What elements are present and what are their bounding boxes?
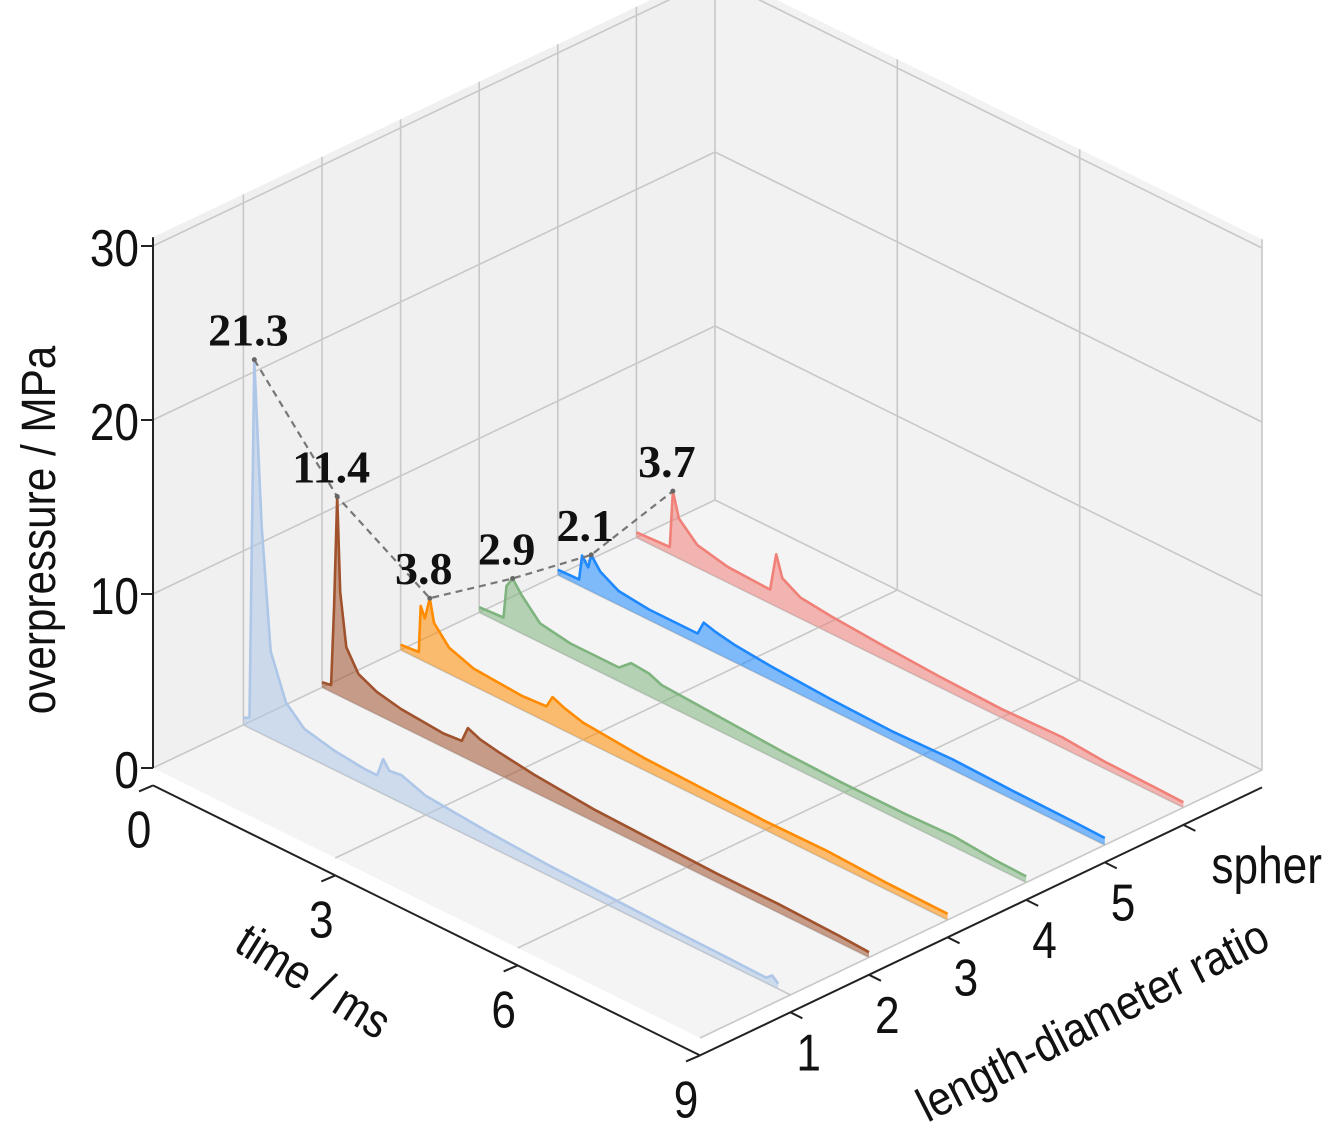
x-tick [320, 874, 336, 883]
back-left-pane [153, 0, 715, 768]
z-tick-label: 20 [90, 394, 139, 452]
x-axis-line [152, 784, 701, 1057]
gridline-t [517, 149, 1081, 949]
peak-marker [588, 552, 594, 558]
floor-pane [153, 500, 1262, 1038]
x-tick-label: 3 [309, 891, 334, 949]
x-tick-label: 0 [127, 801, 152, 859]
peak-marker [427, 595, 433, 601]
series-3 [400, 596, 949, 920]
x-tick [138, 784, 154, 793]
series-area [400, 598, 948, 920]
x-tick-label: 9 [674, 1071, 699, 1129]
peak-value-label: 11.4 [292, 442, 370, 493]
y-tick-label: sphere [1211, 837, 1322, 895]
y-tick [868, 973, 882, 982]
y-tick [789, 1011, 803, 1020]
series-line [321, 495, 870, 954]
peak-annotations: 21.3 11.4 3.8 2.9 2.1 3.7 [208, 305, 696, 601]
y-tick [947, 936, 961, 945]
y-tick-label: 3 [954, 949, 979, 1007]
z-tick-label: 10 [90, 568, 139, 626]
pane-walls [153, 0, 1262, 1038]
x-tick [503, 964, 519, 973]
series-5 [557, 553, 1106, 845]
peak-value-label: 3.8 [395, 543, 453, 594]
y-tick [1104, 861, 1118, 870]
z-tick-label: 30 [90, 220, 139, 278]
peak-value-label: 2.9 [478, 523, 536, 574]
peak-value-label: 3.7 [638, 436, 696, 487]
y-tick-label: 5 [1111, 874, 1136, 932]
y-axis-label: length-diameter ratio [908, 908, 1278, 1132]
axes: 0102030036912345sphere [90, 220, 1322, 1130]
peak-value-label: 2.1 [556, 500, 614, 551]
y-tick [1182, 823, 1196, 832]
y-axis-line [699, 786, 1263, 1057]
series-line [557, 553, 1106, 840]
series-line [243, 358, 780, 985]
peak-marker [251, 357, 257, 363]
y-tick-label: 1 [796, 1024, 821, 1082]
z-axis-label: overpressure / MPa [11, 345, 65, 714]
peak-marker [334, 494, 340, 500]
series-group [243, 358, 1185, 989]
series-1 [243, 358, 780, 989]
series-line [400, 596, 949, 915]
z-tick-label: 0 [114, 742, 139, 800]
series-area [636, 491, 1184, 808]
peak-marker [670, 488, 676, 494]
peak-value-label: 21.3 [208, 305, 289, 356]
gridline-t [699, 239, 1263, 1039]
peak-connector-line [253, 359, 674, 600]
y-tick-label: 2 [875, 986, 900, 1044]
x-tick [685, 1054, 701, 1063]
series-line [635, 489, 1185, 804]
x-tick-label: 6 [491, 981, 516, 1039]
back-right-pane [715, 0, 1262, 770]
y-tick-label: 4 [1032, 912, 1057, 970]
peak-marker [510, 575, 516, 581]
series-2 [321, 495, 870, 958]
y-tick [1025, 898, 1039, 907]
series-sphere [635, 489, 1185, 808]
